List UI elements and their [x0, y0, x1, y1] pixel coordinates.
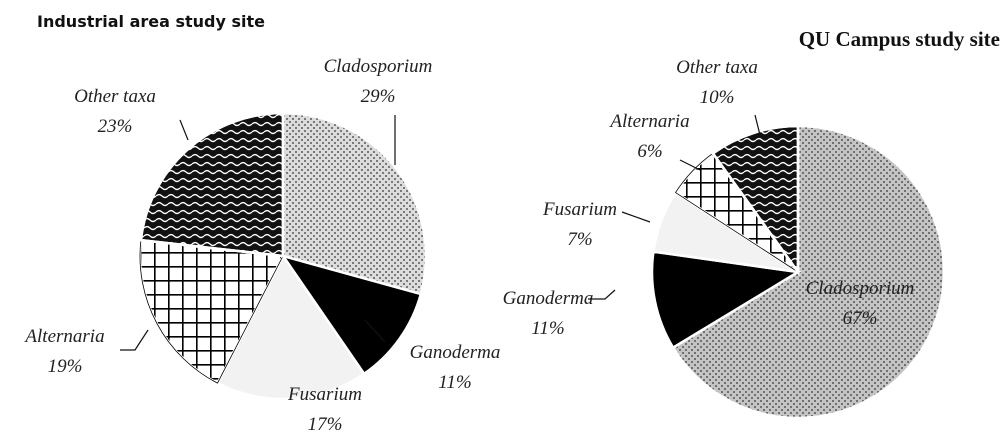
slice-texture — [139, 111, 285, 258]
pie-slice — [215, 253, 366, 401]
slice-texture — [711, 124, 800, 276]
pie-slice — [280, 253, 423, 376]
leader-line — [679, 159, 701, 171]
slice-texture — [671, 124, 946, 420]
leader-line — [621, 211, 651, 223]
chart-title: Industrial area study site — [37, 12, 265, 31]
slice-label: Other taxa — [74, 86, 156, 107]
slice-value-label: 10% — [700, 87, 735, 108]
slice-label: Ganoderma — [410, 342, 501, 363]
slice-value-label: 11% — [438, 372, 471, 393]
slice-label: Cladosporium — [324, 56, 433, 77]
pie-slice — [650, 250, 802, 350]
leader-line — [754, 114, 761, 136]
leader-line — [179, 119, 189, 141]
slice-value-label: 11% — [531, 318, 564, 339]
slice-value-label: 29% — [361, 86, 396, 107]
leader-line — [364, 319, 386, 343]
slice-value-label: 17% — [308, 414, 343, 435]
leader-line — [588, 289, 616, 300]
slice-label: Cladosporium — [806, 278, 915, 299]
slice-value-label: 7% — [567, 229, 592, 250]
slice-label: Fusarium — [542, 199, 617, 220]
slice-value-label: 6% — [637, 141, 662, 162]
slice-label: Other taxa — [676, 57, 758, 78]
slice-label: Fusarium — [287, 384, 362, 405]
chart-title: QU Campus study site — [799, 27, 1000, 51]
slice-label: Ganoderma — [503, 288, 594, 309]
slice-label: Alternaria — [608, 111, 689, 132]
slice-outline — [139, 239, 284, 384]
slice-value-label: 67% — [843, 308, 878, 329]
slice-label: Alternaria — [23, 326, 104, 347]
leader-line — [120, 329, 149, 351]
slice-texture — [281, 111, 428, 296]
slice-value-label: 23% — [98, 116, 133, 137]
slice-value-label: 19% — [48, 356, 83, 377]
